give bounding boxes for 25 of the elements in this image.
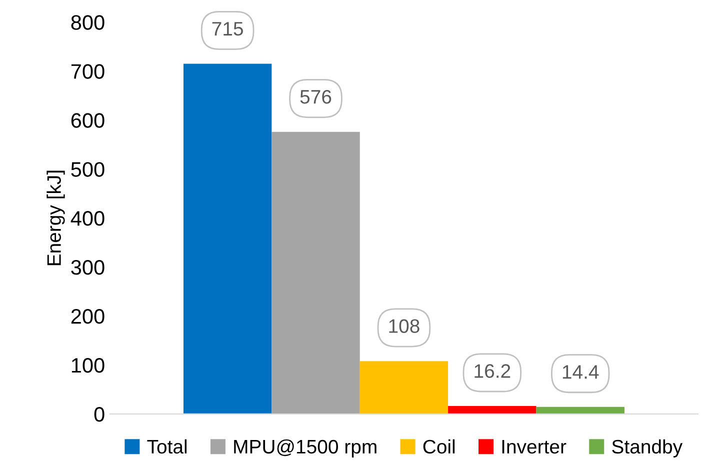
y-tick-label: 200 — [71, 309, 104, 324]
y-tick-label: 700 — [71, 64, 104, 79]
legend-label: Standby — [612, 439, 683, 458]
y-tick-label: 800 — [71, 15, 104, 30]
data-label: 108 — [389, 319, 420, 333]
y-tick-label: 500 — [71, 162, 104, 177]
legend-label: MPU@1500 rpm — [234, 439, 376, 458]
bar — [360, 361, 448, 414]
data-label: 16.2 — [474, 364, 510, 378]
bar — [448, 406, 536, 414]
y-tick-label: 100 — [72, 358, 104, 373]
bar — [272, 132, 360, 414]
y-tick-label: 0 — [94, 406, 104, 422]
bar — [183, 64, 272, 414]
legend-label: Total — [147, 439, 187, 454]
data-label: 14.4 — [562, 365, 599, 379]
y-tick-label: 300 — [71, 260, 104, 275]
bar — [536, 406, 624, 414]
y-axis-title: Energy [kJ] — [46, 170, 65, 266]
y-tick-label: 400 — [70, 211, 104, 226]
legend-label: Inverter — [502, 440, 566, 454]
data-label: 715 — [212, 22, 243, 36]
data-label: 576 — [300, 90, 332, 104]
legend-label: Coil — [423, 439, 455, 454]
y-tick-label: 600 — [71, 113, 104, 128]
